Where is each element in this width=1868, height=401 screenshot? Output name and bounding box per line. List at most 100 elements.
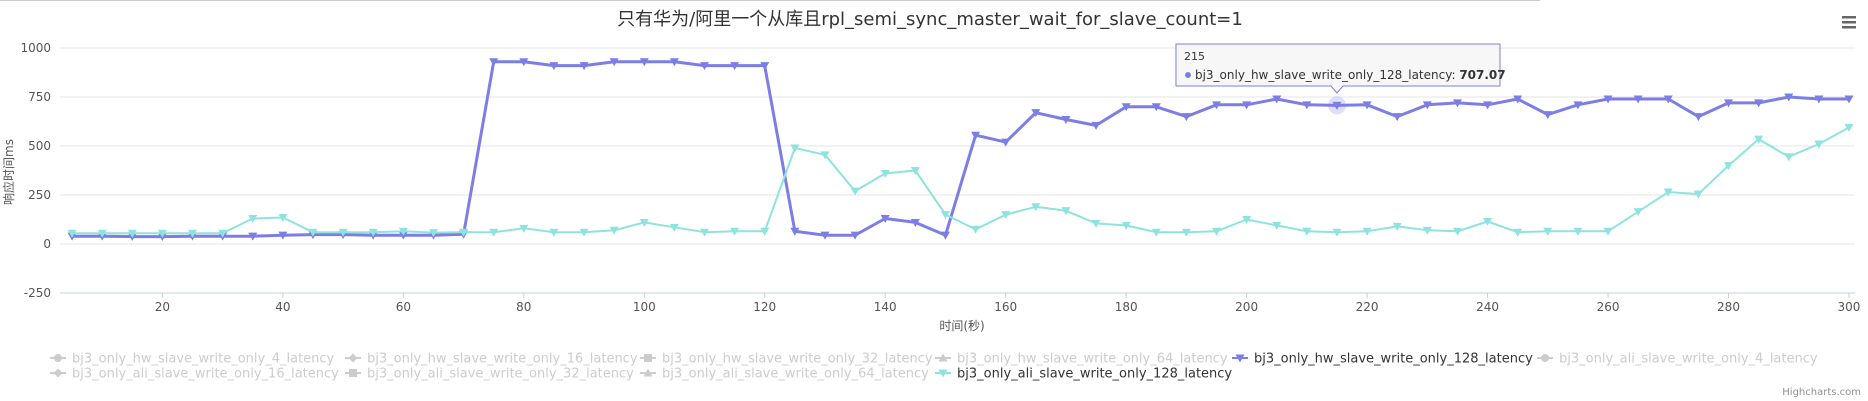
legend-item-bj3_only_hw_slave_write_only_32_latency[interactable]: bj3_only_hw_slave_write_only_32_latency [640, 352, 933, 367]
y-tick-label: 0 [43, 237, 51, 251]
plot-series [67, 58, 1854, 242]
x-tick-label: 180 [1115, 300, 1138, 314]
data-point [1814, 95, 1824, 104]
data-point [1392, 222, 1402, 231]
data-point [1754, 99, 1764, 108]
data-point [1001, 138, 1011, 147]
data-point [1844, 123, 1854, 132]
legend-item-bj3_only_ali_slave_write_only_32_latency[interactable]: bj3_only_ali_slave_write_only_32_latency [345, 367, 634, 382]
data-point [1302, 227, 1312, 236]
data-point [579, 62, 589, 71]
data-point [549, 228, 559, 237]
x-tick-label: 160 [994, 300, 1017, 314]
data-point [880, 169, 890, 178]
data-point [519, 58, 529, 67]
data-point [97, 229, 107, 238]
data-point [760, 227, 770, 236]
data-point [1181, 113, 1191, 122]
data-point [1724, 99, 1734, 108]
legend-item-bj3_only_ali_slave_write_only_128_latency[interactable]: bj3_only_ali_slave_write_only_128_latenc… [935, 367, 1232, 382]
data-point [1121, 221, 1131, 230]
data-point [1573, 227, 1583, 236]
data-point [1272, 95, 1282, 104]
data-point [1633, 95, 1643, 104]
legend-marker [349, 369, 357, 377]
hamburger-menu-icon[interactable] [1836, 12, 1860, 34]
x-axis-label: 时间(秒) [939, 319, 984, 333]
data-point [428, 229, 438, 238]
legend-item-bj3_only_ali_slave_write_only_16_latency[interactable]: bj3_only_ali_slave_write_only_16_latency [50, 367, 339, 382]
legend-item-bj3_only_hw_slave_write_only_64_latency[interactable]: bj3_only_hw_slave_write_only_64_latency [935, 352, 1228, 367]
tooltip: 215 bj3_only_hw_slave_write_only_128_late… [1175, 43, 1506, 115]
x-tick-label: 60 [396, 300, 411, 314]
legend-label: bj3_only_hw_slave_write_only_64_latency [957, 352, 1228, 367]
data-point [1422, 101, 1432, 110]
data-point [1242, 101, 1252, 110]
series-line [72, 60, 1849, 239]
data-point [790, 227, 800, 236]
data-point [278, 214, 288, 223]
legend-marker [348, 353, 358, 363]
data-point [1633, 208, 1643, 217]
data-point [1302, 101, 1312, 110]
legend-item-bj3_only_ali_slave_write_only_4_latency[interactable]: bj3_only_ali_slave_write_only_4_latency [1537, 352, 1818, 367]
data-point [1513, 95, 1523, 104]
data-point [579, 228, 589, 237]
hover-halo [1327, 96, 1346, 115]
data-point [940, 231, 950, 240]
legend-label: bj3_only_hw_slave_write_only_128_latency [1254, 352, 1533, 367]
data-point [669, 223, 679, 232]
data-point [700, 62, 710, 71]
data-point [639, 58, 649, 67]
legend-label: bj3_only_hw_slave_write_only_16_latency [367, 352, 638, 367]
data-point [1513, 228, 1523, 237]
data-point [1784, 153, 1794, 162]
chart-title: 只有华为/阿里一个从库且rpl_semi_sync_master_wait_fo… [617, 9, 1243, 30]
data-point [1362, 101, 1372, 110]
data-point [730, 227, 740, 236]
data-point [1814, 140, 1824, 149]
legend-item-bj3_only_hw_slave_write_only_16_latency[interactable]: bj3_only_hw_slave_write_only_16_latency [345, 352, 638, 367]
data-point [850, 231, 860, 240]
data-point [1001, 211, 1011, 220]
data-point [1031, 203, 1041, 212]
tooltip-series-dot [1184, 72, 1191, 78]
data-point [1603, 95, 1613, 104]
y-axis-ticks: -250 0 250 500 750 1000 [20, 41, 51, 300]
data-point [1181, 228, 1191, 237]
data-point [760, 62, 770, 71]
legend-item-bj3_only_hw_slave_write_only_4_latency[interactable]: bj3_only_hw_slave_write_only_4_latency [50, 352, 335, 367]
data-point [1483, 217, 1493, 226]
legend-item-bj3_only_ali_slave_write_only_64_latency[interactable]: bj3_only_ali_slave_write_only_64_latency [640, 367, 929, 382]
legend-marker [643, 368, 653, 377]
data-point [1212, 101, 1222, 110]
data-point [639, 218, 649, 227]
legend-marker [54, 354, 62, 362]
data-point [338, 228, 348, 237]
legend-label: bj3_only_ali_slave_write_only_32_latency [367, 367, 634, 382]
data-point [157, 229, 167, 238]
data-point [1272, 221, 1282, 230]
series-line [72, 126, 1850, 235]
data-point [549, 62, 559, 71]
data-point [519, 224, 529, 233]
y-tick-label: 1000 [20, 41, 51, 55]
legend-item-bj3_only_hw_slave_write_only_128_latency[interactable]: bj3_only_hw_slave_write_only_128_latency [1232, 352, 1533, 367]
data-point [127, 229, 137, 238]
credits-link[interactable]: Highcharts.com [1782, 387, 1861, 398]
data-point [1543, 111, 1553, 120]
legend-marker [53, 368, 63, 378]
data-point [188, 229, 198, 238]
data-point [1392, 113, 1402, 122]
data-point [1844, 95, 1854, 104]
data-point [820, 231, 830, 240]
data-point [1151, 228, 1161, 237]
data-point [1061, 207, 1071, 216]
legend: bj3_only_hw_slave_write_only_4_latency bj… [50, 352, 1818, 382]
data-point [248, 215, 258, 224]
data-point [1452, 227, 1462, 236]
data-point [850, 187, 860, 196]
data-point [218, 229, 228, 238]
data-point [971, 131, 981, 140]
data-point [1422, 226, 1432, 235]
